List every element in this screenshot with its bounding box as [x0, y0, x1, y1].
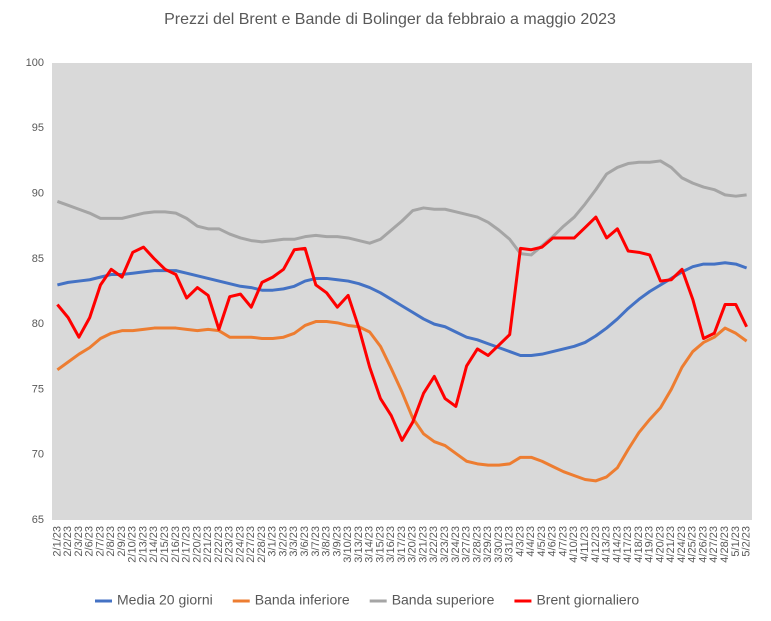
plot-area — [52, 63, 752, 520]
x-tick-label: 3/6/23 — [299, 526, 311, 557]
x-tick-label: 2/3/23 — [73, 526, 85, 557]
series-line — [57, 261, 748, 357]
y-tick-label: 90 — [32, 187, 44, 199]
x-tick-label: 2/9/23 — [116, 526, 128, 557]
x-tick-label: 3/1/23 — [267, 526, 279, 557]
y-tick-label: 85 — [32, 253, 44, 265]
x-tick-label: 2/15/23 — [159, 526, 171, 563]
chart-title: Prezzi del Brent e Bande di Bolinger da … — [164, 11, 616, 28]
x-tick-label: 3/10/23 — [342, 526, 354, 563]
x-tick-label: 2/28/23 — [256, 526, 268, 563]
x-tick-label: 3/13/23 — [353, 526, 365, 563]
x-tick-label: 3/21/23 — [417, 526, 429, 563]
x-tick-label: 4/13/23 — [601, 526, 613, 563]
legend-label: Brent giornaliero — [536, 592, 639, 608]
x-tick-label: 2/14/23 — [148, 526, 160, 563]
x-tick-label: 4/5/23 — [536, 526, 548, 557]
x-tick-label: 2/24/23 — [234, 526, 246, 563]
x-tick-label: 5/1/23 — [730, 526, 742, 557]
x-tick-label: 3/8/23 — [321, 526, 333, 557]
x-tick-label: 2/8/23 — [105, 526, 117, 557]
x-tick-label: 3/14/23 — [364, 526, 376, 563]
x-tick-label: 2/20/23 — [191, 526, 203, 563]
x-tick-label: 4/28/23 — [719, 526, 731, 563]
y-tick-label: 100 — [26, 57, 44, 69]
y-tick-label: 80 — [32, 318, 44, 330]
x-tick-label: 4/12/23 — [590, 526, 602, 563]
x-tick-label: 2/2/23 — [62, 526, 74, 557]
x-tick-label: 3/9/23 — [331, 526, 343, 557]
y-tick-label: 70 — [32, 449, 44, 461]
legend: Media 20 giorni Banda inferiore Banda supe… — [95, 592, 639, 608]
x-tick-label: 3/22/23 — [428, 526, 440, 563]
x-tick-label: 2/1/23 — [51, 526, 63, 557]
x-tick-label: 2/27/23 — [245, 526, 257, 563]
x-tick-label: 4/19/23 — [644, 526, 656, 563]
x-tick-label: 2/22/23 — [213, 526, 225, 563]
x-tick-label: 3/27/23 — [461, 526, 473, 563]
x-tick-label: 4/25/23 — [687, 526, 699, 563]
x-tick-label: 2/21/23 — [202, 526, 214, 563]
x-tick-label: 4/24/23 — [676, 526, 688, 563]
x-tick-label: 2/7/23 — [94, 526, 106, 557]
x-tick-label: 2/10/23 — [127, 526, 139, 563]
x-tick-label: 3/30/23 — [493, 526, 505, 563]
y-tick-label: 65 — [32, 514, 44, 526]
x-tick-label: 3/2/23 — [277, 526, 289, 557]
x-tick-label: 2/23/23 — [224, 526, 236, 563]
series-line — [56, 215, 748, 442]
x-tick-label: 4/27/23 — [708, 526, 720, 563]
x-tick-label: 4/7/23 — [557, 526, 569, 557]
series-line — [56, 320, 748, 483]
x-tick-label: 4/17/23 — [622, 526, 634, 563]
x-tick-label: 3/7/23 — [310, 526, 322, 557]
x-tick-label: 3/23/23 — [439, 526, 451, 563]
x-tick-label: 2/6/23 — [84, 526, 96, 557]
x-tick-label: 3/17/23 — [396, 526, 408, 563]
legend-label: Banda inferiore — [255, 592, 350, 608]
x-tick-label: 4/10/23 — [568, 526, 580, 563]
x-tick-label: 3/20/23 — [407, 526, 419, 563]
x-tick-label: 4/14/23 — [611, 526, 623, 563]
x-tick-label: 4/11/23 — [579, 526, 591, 562]
x-tick-label: 2/17/23 — [181, 526, 193, 563]
x-tick-label: 4/20/23 — [654, 526, 666, 563]
x-tick-label: 4/6/23 — [547, 526, 559, 557]
legend-label: Media 20 giorni — [117, 592, 213, 608]
x-tick-label: 2/16/23 — [170, 526, 182, 563]
x-tick-label: 3/31/23 — [504, 526, 516, 563]
y-tick-label: 95 — [32, 122, 44, 134]
x-tick-label: 4/18/23 — [633, 526, 645, 563]
y-tick-label: 75 — [32, 383, 44, 395]
x-tick-label: 3/15/23 — [374, 526, 386, 563]
x-tick-label: 4/21/23 — [665, 526, 677, 563]
x-tick-label: 3/29/23 — [482, 526, 494, 563]
x-tick-label: 4/26/23 — [697, 526, 709, 563]
legend-label: Banda superiore — [392, 592, 495, 608]
x-tick-label: 5/2/23 — [741, 526, 753, 557]
x-tick-label: 4/3/23 — [514, 526, 526, 557]
series-line — [56, 159, 747, 257]
x-tick-label: 3/16/23 — [385, 526, 397, 563]
x-tick-label: 3/3/23 — [288, 526, 300, 557]
x-tick-label: 3/28/23 — [471, 526, 483, 563]
x-tick-label: 2/13/23 — [137, 526, 149, 563]
x-tick-label: 4/4/23 — [525, 526, 537, 557]
x-tick-label: 3/24/23 — [450, 526, 462, 563]
